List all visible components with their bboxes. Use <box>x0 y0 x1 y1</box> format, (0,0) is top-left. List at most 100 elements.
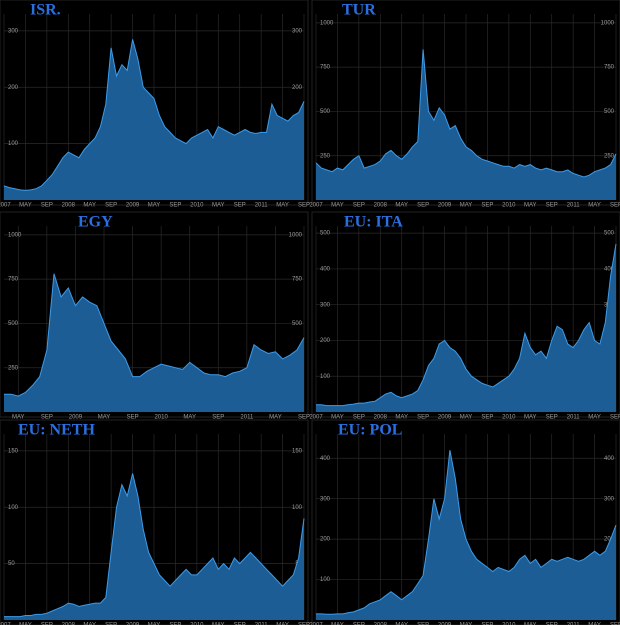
x-tick-label: SEP <box>481 415 493 421</box>
y-tick-label: 200 <box>8 85 19 91</box>
line <box>4 273 305 397</box>
x-tick-label: 2007 <box>0 203 11 209</box>
x-tick-label: MAY <box>588 623 601 625</box>
x-tick-label: MAY <box>19 203 32 209</box>
y-tick-label: 400 <box>320 456 331 462</box>
y-tick-label: 300 <box>8 28 19 34</box>
x-tick-label: 2007 <box>309 415 323 421</box>
x-tick-label: MAY <box>148 203 161 209</box>
chart-panel: 2007 MAY SEP 2008 MAY SEP 2009 MAY SEP 2010 MAY SEP… <box>0 419 310 625</box>
x-tick-label: MAY <box>460 623 473 625</box>
y-tick-label: 1000 <box>8 232 22 238</box>
x-tick-label: 2008 <box>62 203 76 209</box>
x-tick-label: SEP <box>298 203 310 209</box>
x-tick-label: MAY <box>212 623 225 625</box>
x-tick-label: MAY <box>588 415 601 421</box>
area <box>316 243 616 412</box>
x-tick-label: SEP <box>41 415 53 421</box>
area <box>316 49 616 201</box>
y-tick-label: 200 <box>320 537 331 543</box>
x-tick-label: MAY <box>212 203 225 209</box>
chart-title: EU: NETH <box>18 422 95 439</box>
x-tick-label: SEP <box>127 415 139 421</box>
x-tick-label: MAY <box>98 415 111 421</box>
y-tick-label: 100 <box>8 505 19 511</box>
y-tick-label: 500 <box>320 231 331 237</box>
y-tick-label: 1000 <box>320 20 334 26</box>
chart-panel: 2007 MAY SEP 2008 MAY SEP 2009 MAY SEP 2010 MAY SEP… <box>0 0 310 209</box>
x-tick-label: 2010 <box>190 203 204 209</box>
x-tick-label: MAY <box>524 203 537 209</box>
x-tick-label: 2010 <box>502 415 516 421</box>
y-tick-label-right: 1000 <box>601 20 615 26</box>
x-tick-label: SEP <box>105 203 117 209</box>
x-tick-label: MAY <box>276 203 289 209</box>
x-tick-label: 2009 <box>438 415 452 421</box>
line <box>315 49 617 178</box>
x-tick-label: 2009 <box>126 623 140 625</box>
x-tick-label: SEP <box>546 623 558 625</box>
x-tick-label: SEP <box>610 623 620 625</box>
x-tick-label: MAY <box>19 623 32 625</box>
chart-panel: 2007 MAY SEP 2008 MAY SEP 2009 MAY SEP 2010 MAY SEP… <box>309 211 620 421</box>
chart-title: EU: ITA <box>344 214 403 231</box>
y-tick-label: 100 <box>320 577 331 583</box>
y-tick-label: 250 <box>320 153 331 159</box>
x-tick-label: 2007 <box>309 623 323 625</box>
x-tick-label: SEP <box>546 203 558 209</box>
y-tick-label-right: 500 <box>604 231 615 237</box>
x-tick-label: 2009 <box>69 415 83 421</box>
y-tick-label-right: 750 <box>604 65 615 71</box>
x-tick-label: MAY <box>148 623 161 625</box>
chart-title: EGY <box>78 214 113 231</box>
y-tick-label: 100 <box>8 141 19 147</box>
x-tick-label: MAY <box>524 623 537 625</box>
y-tick-label: 500 <box>8 321 19 327</box>
x-tick-label: 2011 <box>255 203 269 209</box>
x-tick-label: MAY <box>588 203 601 209</box>
x-tick-label: MAY <box>331 623 344 625</box>
x-tick-label: 2008 <box>374 623 388 625</box>
x-tick-label: SEP <box>105 623 117 625</box>
x-tick-label: 2010 <box>154 415 168 421</box>
x-tick-label: MAY <box>83 203 96 209</box>
x-tick-label: SEP <box>298 623 310 625</box>
y-tick-label-right: 100 <box>292 505 303 511</box>
x-tick-label: SEP <box>41 623 53 625</box>
x-tick-label: 2007 <box>309 203 323 209</box>
x-tick-label: MAY <box>524 415 537 421</box>
x-tick-label: SEP <box>234 623 246 625</box>
x-tick-label: 2011 <box>240 415 254 421</box>
y-tick-label: 250 <box>8 365 19 371</box>
x-tick-label: MAY <box>269 415 282 421</box>
x-tick-label: 2008 <box>374 415 388 421</box>
area <box>4 473 304 620</box>
area <box>4 273 304 412</box>
x-tick-label: 2009 <box>438 623 452 625</box>
y-tick-label: 750 <box>320 65 331 71</box>
x-tick-label: SEP <box>417 203 429 209</box>
area <box>4 39 304 201</box>
x-tick-label: SEP <box>169 203 181 209</box>
x-tick-label: SEP <box>41 203 53 209</box>
y-tick-label-right: 1000 <box>289 232 303 238</box>
line <box>4 473 305 618</box>
y-tick-label-right: 300 <box>292 28 303 34</box>
y-tick-label: 50 <box>8 561 15 567</box>
x-tick-label: MAY <box>395 203 408 209</box>
x-tick-label: 2011 <box>567 623 581 625</box>
x-tick-label: SEP <box>169 623 181 625</box>
x-tick-label: SEP <box>610 203 620 209</box>
x-tick-label: MAY <box>395 623 408 625</box>
y-tick-label-right: 400 <box>604 456 615 462</box>
x-tick-label: MAY <box>460 203 473 209</box>
y-tick-label-right: 150 <box>292 448 303 454</box>
chart-title: EU: POL <box>338 422 402 439</box>
x-tick-label: MAY <box>83 623 96 625</box>
area <box>316 450 616 620</box>
line <box>316 243 617 407</box>
chart-title: ISR. <box>30 2 61 19</box>
x-tick-label: 2010 <box>502 203 516 209</box>
x-tick-label: MAY <box>331 415 344 421</box>
